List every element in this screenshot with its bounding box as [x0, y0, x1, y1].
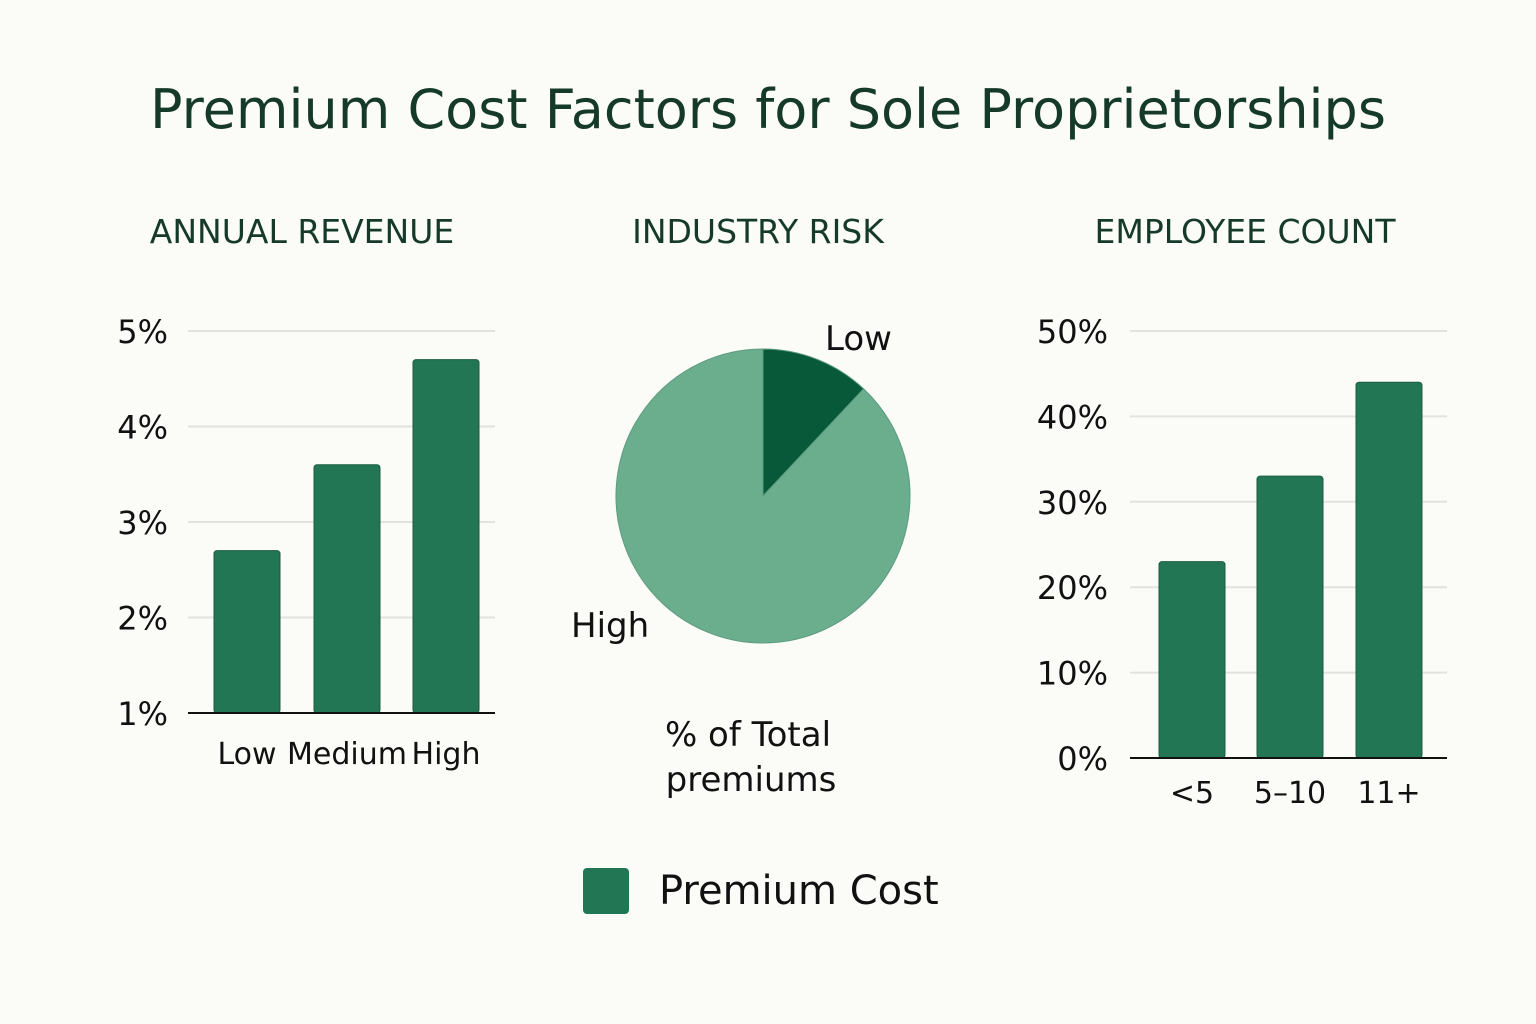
y-tick-label: 5% [117, 313, 168, 351]
pie-label-low: Low [825, 319, 892, 359]
y-tick-label: 1% [117, 695, 168, 733]
legend-label: Premium Cost [659, 868, 939, 914]
risk-chart-title: INDUSTRY RISK [632, 212, 884, 251]
y-tick-label: 2% [117, 600, 168, 638]
bar-high [412, 359, 480, 714]
legend-swatch [583, 868, 629, 914]
pie-caption-line-1: % of Total [665, 715, 831, 755]
pie-caption-line-2: premiums [666, 760, 837, 800]
pie-label-high: High [571, 606, 649, 646]
x-tick-label: Medium [287, 737, 407, 772]
bar-5-10 [1256, 475, 1324, 759]
revenue-chart-title: ANNUAL REVENUE [149, 212, 455, 251]
chart-title: Premium Cost Factors for Sole Proprietor… [150, 78, 1386, 141]
y-tick-label: 10% [1037, 655, 1108, 693]
legend: Premium Cost [583, 868, 939, 914]
y-tick-label: 3% [117, 504, 168, 542]
x-tick-label: 5–10 [1254, 776, 1326, 811]
pie-slice-high [615, 348, 911, 644]
pie-slice-low [762, 348, 865, 498]
y-tick-label: 50% [1037, 313, 1108, 351]
y-tick-label: 30% [1037, 484, 1108, 522]
y-tick-label: 4% [117, 409, 168, 447]
employee-chart-title: EMPLOYEE COUNT [1094, 212, 1396, 251]
bar-medium [313, 464, 381, 714]
x-tick-label: High [412, 737, 481, 772]
x-tick-label: Low [217, 737, 276, 772]
x-tick-label: <5 [1170, 776, 1214, 811]
bar--5 [1158, 561, 1226, 759]
y-tick-label: 40% [1037, 398, 1108, 436]
y-tick-label: 20% [1037, 569, 1108, 607]
x-tick-label: 11+ [1357, 776, 1420, 811]
bar-11- [1355, 381, 1423, 759]
y-tick-label: 0% [1057, 740, 1108, 778]
bar-low [213, 550, 281, 714]
